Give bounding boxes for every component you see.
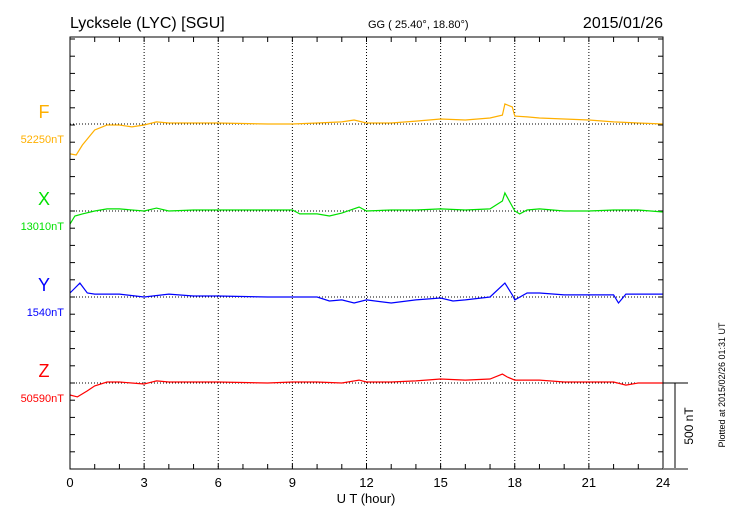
series-name-z: Z [39, 361, 50, 381]
series-baseline-label-z: 50590nT [21, 393, 65, 405]
x-tick-label: 0 [66, 475, 73, 490]
x-tick-label: 3 [141, 475, 148, 490]
series-line-f [69, 103, 664, 156]
x-tick-label: 6 [215, 475, 222, 490]
x-tick-label: 18 [508, 475, 522, 490]
series-name-x: X [38, 189, 50, 209]
x-tick-label: 12 [359, 475, 373, 490]
scale-label: 500 nT [682, 407, 696, 445]
series-line-z [69, 373, 663, 398]
series-baseline-label-y: 1540nT [27, 307, 65, 319]
series-baseline-label-x: 13010nT [21, 221, 65, 233]
x-tick-label: 15 [433, 475, 447, 490]
series-name-f: F [39, 102, 50, 122]
x-tick-label: 24 [656, 475, 670, 490]
x-tick-label: 21 [582, 475, 596, 490]
series-name-y: Y [38, 275, 50, 295]
series-line-x [69, 191, 664, 225]
series-line-y [69, 282, 663, 305]
chart-title: Lycksele (LYC) [SGU] [70, 15, 225, 32]
series-baseline-label-f: 52250nT [21, 134, 65, 146]
x-axis-label: U T (hour) [337, 491, 396, 506]
coords-label: GG ( 25.40°, 18.80°) [368, 19, 469, 31]
plot-frame [69, 36, 664, 470]
x-tick-label: 9 [289, 475, 296, 490]
date-label: 2015/01/26 [583, 15, 663, 32]
plotted-note: Plotted at 2015/02/26 01:31 UT [717, 322, 727, 448]
